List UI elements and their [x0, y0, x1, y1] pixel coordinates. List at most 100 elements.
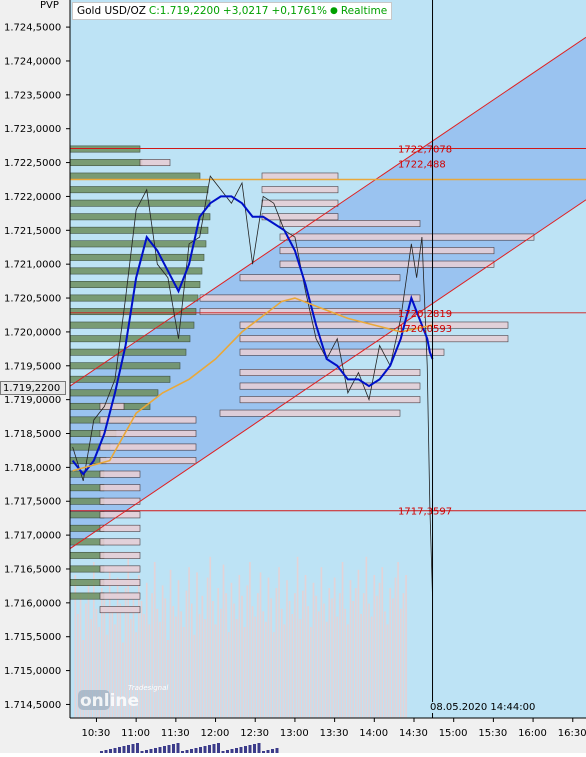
- volume-bar: [196, 572, 198, 718]
- profile-row-left: [70, 579, 105, 586]
- volume-bar: [167, 640, 169, 718]
- volume-bar: [182, 627, 185, 718]
- y-tick-label: 1.722,0000: [4, 192, 61, 203]
- mini-volume-bar: [221, 751, 225, 753]
- volume-bar: [127, 556, 130, 718]
- volume-bar: [349, 580, 352, 718]
- y-tick-label: 1.720,0000: [4, 327, 61, 338]
- x-tick-label: 14:00: [359, 728, 388, 739]
- volume-bar: [132, 595, 135, 718]
- profile-row-left: [70, 253, 205, 261]
- volume-bar: [262, 611, 264, 718]
- mini-volume-bar: [154, 748, 157, 753]
- mini-volume-bar: [230, 749, 234, 753]
- tradesignal-logo: Tradesignal online: [78, 684, 168, 711]
- profile-row-left-pink: [99, 457, 197, 465]
- volume-bar: [227, 632, 230, 718]
- volume-bar: [312, 582, 315, 718]
- volume-bar: [82, 640, 85, 718]
- volume-bar: [394, 577, 397, 718]
- volume-bar: [214, 624, 217, 718]
- profile-row-left-pink: [99, 579, 141, 586]
- volume-bar: [103, 598, 106, 718]
- volume-bar: [341, 562, 344, 718]
- mini-volume-bar: [113, 748, 117, 753]
- mini-volume-bar: [266, 750, 270, 753]
- volume-bar: [246, 585, 249, 718]
- profile-row-right: [239, 348, 445, 356]
- x-axis-bg: [70, 718, 586, 753]
- profile-row-left: [70, 524, 105, 532]
- volume-bar: [206, 577, 209, 718]
- volume-bar: [95, 608, 98, 718]
- x-tick-label: 15:00: [439, 728, 468, 739]
- volume-bar: [288, 601, 291, 718]
- volume-bar: [161, 585, 164, 718]
- volume-bar: [159, 621, 161, 718]
- instrument-title-bar[interactable]: Gold USD/OZ C:1.719,2200 +3,0217 +0,1761…: [72, 2, 393, 20]
- volume-bar: [339, 593, 341, 718]
- profile-row-left: [70, 172, 201, 180]
- volume-bar: [145, 582, 148, 718]
- volume-bar: [304, 575, 307, 718]
- mini-volume-bar: [203, 746, 207, 753]
- volume-bar: [90, 619, 92, 718]
- mini-volume-bar: [253, 744, 256, 753]
- y-tick-label: 1.724,0000: [4, 56, 61, 67]
- x-tick-label: 16:00: [518, 728, 547, 739]
- profile-row-right: [239, 274, 401, 282]
- channel-upper-line: [70, 36, 586, 387]
- profile-row-left-pink: [99, 470, 141, 478]
- volume-bar: [402, 593, 405, 718]
- mini-volume-bar: [275, 748, 279, 753]
- volume-bar: [320, 567, 323, 718]
- volume-bar: [280, 608, 283, 718]
- volume-bar: [381, 567, 384, 718]
- mini-volume-bar: [257, 743, 261, 753]
- volume-bar: [204, 619, 206, 718]
- volume-bar: [212, 601, 214, 718]
- y-tick-label: 1.719,5000: [4, 361, 61, 372]
- volume-bar: [392, 598, 394, 718]
- mini-volume-bar: [217, 743, 220, 753]
- volume-bar: [331, 598, 333, 718]
- y-tick-label: 1.724,5000: [4, 23, 61, 34]
- volume-bar: [344, 608, 346, 718]
- mini-volume-bar: [104, 750, 108, 753]
- mini-volume-bar: [226, 750, 229, 753]
- volume-bar: [209, 556, 212, 718]
- volume-bar: [257, 593, 259, 718]
- volume-bar: [265, 621, 267, 718]
- profile-row-left: [70, 145, 141, 153]
- y-tick-label: 1.715,0000: [4, 666, 61, 677]
- volume-bar: [310, 627, 312, 718]
- volume-bar: [323, 603, 325, 718]
- volume-bar: [251, 606, 254, 718]
- volume-bar: [100, 588, 103, 718]
- profile-row-left: [70, 226, 209, 234]
- change-abs: +3,0217: [222, 5, 269, 17]
- price-level-label: 1717,3597: [398, 507, 452, 518]
- volume-bar: [220, 608, 222, 718]
- volume-bar: [278, 567, 280, 718]
- mini-volume-bar: [109, 749, 112, 753]
- profile-row-left: [70, 470, 105, 478]
- volume-bar: [376, 595, 378, 718]
- volume-bar: [114, 624, 116, 718]
- y-tick-label: 1.718,5000: [4, 429, 61, 440]
- volume-bar: [175, 616, 177, 718]
- y-tick-label: 1.717,5000: [4, 497, 61, 508]
- x-tick-label: 13:00: [280, 728, 309, 739]
- profile-row-left: [70, 592, 105, 600]
- volume-bar: [370, 616, 373, 718]
- volume-bar: [315, 595, 317, 718]
- price-level-label: 1722,488: [398, 159, 446, 170]
- volume-bar: [108, 567, 111, 718]
- volume-bar: [384, 611, 386, 718]
- volume-bar: [124, 588, 127, 718]
- volume-bar: [111, 611, 114, 718]
- volume-bar: [135, 632, 137, 718]
- mini-volume-bar: [181, 751, 184, 753]
- volume-bar: [286, 580, 288, 718]
